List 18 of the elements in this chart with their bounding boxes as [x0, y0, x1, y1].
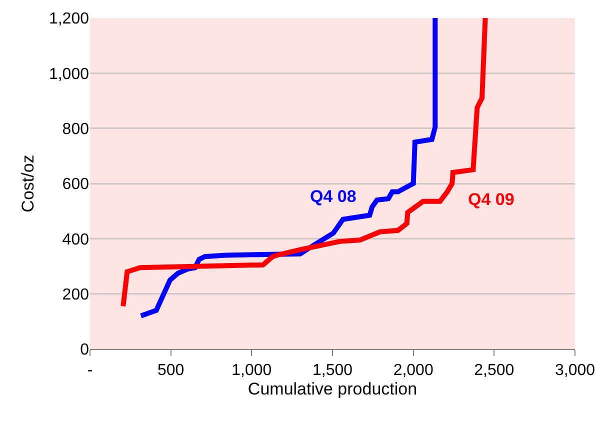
x-tick-label: 1,500 — [312, 362, 353, 380]
y-tick-label: 600 — [62, 176, 90, 194]
x-tick-label: 3,000 — [554, 362, 596, 380]
y-tick-label: 1,000 — [48, 66, 90, 83]
y-tick-label: 400 — [62, 231, 90, 248]
y-tick-label: 0 — [80, 342, 90, 359]
series-label: Q4 08 — [310, 187, 356, 206]
x-tick-label: - — [87, 362, 93, 380]
y-tick-label: 1,200 — [48, 10, 90, 28]
x-tick-label: 2,500 — [474, 362, 514, 380]
x-tick-label: 2,000 — [393, 362, 434, 380]
x-axis-title: Cumulative production — [248, 380, 418, 399]
y-tick-label: 200 — [62, 286, 90, 304]
x-tick-label: 1,000 — [232, 362, 272, 380]
y-tick-label: 800 — [62, 120, 90, 138]
x-tick-label: 500 — [157, 362, 184, 380]
series-label: Q4 09 — [468, 190, 514, 209]
y-axis-title: Cost/oz — [18, 154, 38, 212]
